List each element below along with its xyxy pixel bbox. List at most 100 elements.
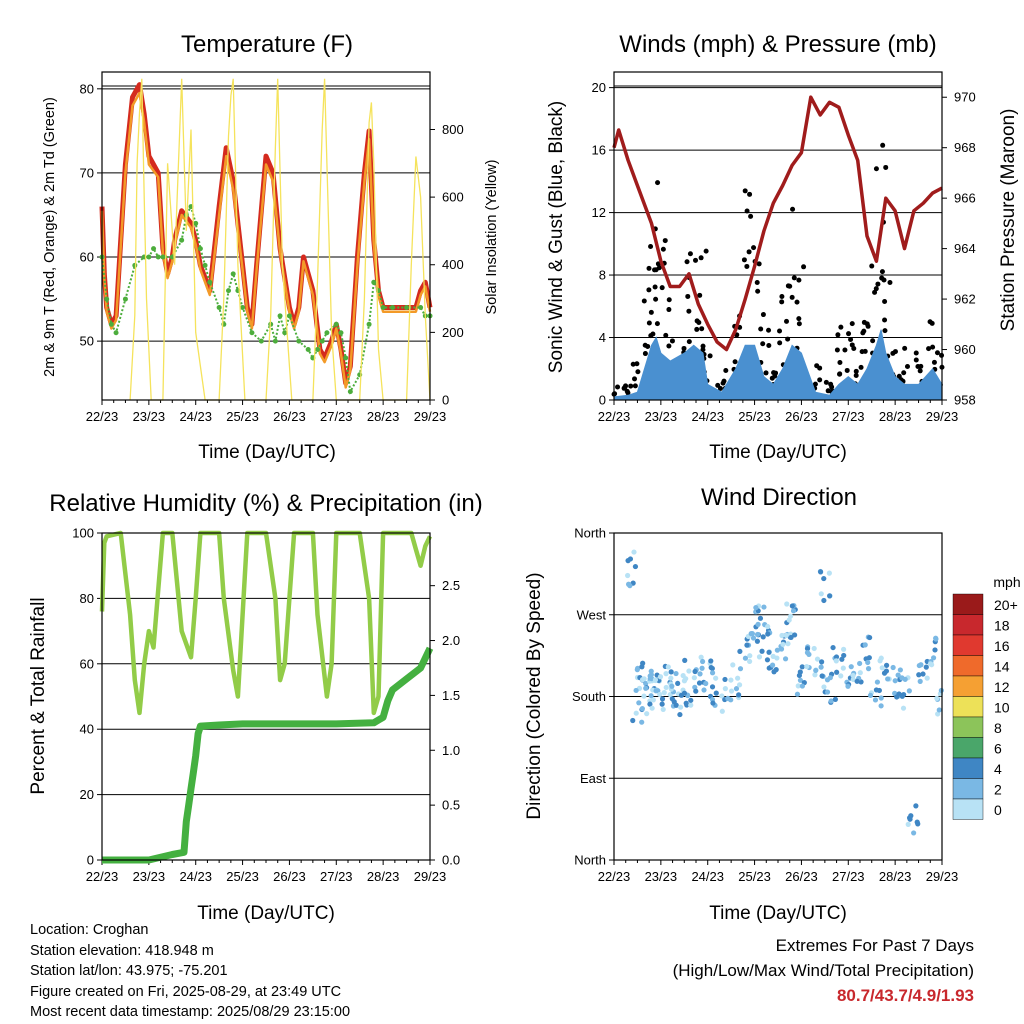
extremes-box: Extremes For Past 7 Days (High/Low/Max W… [673,933,974,1008]
gust-point [930,344,936,350]
direction-point [769,662,776,668]
gust-point [828,381,834,387]
direction-point [794,691,801,697]
winds-y2tick-label: 968 [954,140,976,155]
gust-point [646,265,652,271]
gust-point [931,359,937,365]
gust-point [879,275,885,281]
direction-point [874,679,881,685]
gust-point [650,331,656,337]
gust-point [789,294,795,300]
direction-point [733,686,740,692]
direction-point [736,692,742,698]
winds-frame [613,71,943,401]
direction-point [821,575,827,582]
direction-point [737,648,743,655]
direction-point [653,688,659,694]
sonic-wind-area [613,329,943,401]
direction-point [878,655,884,661]
humidity-xtick-label: 22/23 [86,869,119,884]
direction-point [693,688,699,694]
gust-point [630,361,636,367]
relative-humidity-line [99,530,433,716]
gust-point [744,208,750,214]
gust-point [862,348,868,354]
gust-point [838,324,844,330]
winds-y2tick-label: 958 [954,393,976,408]
direction-point [848,664,854,670]
direction-point [647,701,653,707]
gust-point [766,342,772,348]
gust-point [766,327,772,333]
gust-point [785,336,791,342]
gust-point [817,365,823,371]
humidity-xtick-label: 29/23 [414,869,447,884]
direction-point [892,678,898,684]
gust-point [742,188,748,194]
direction-frame [613,532,943,861]
direction-point [709,670,716,676]
direction-point [819,659,825,665]
direction-point [673,702,679,708]
gust-point [732,359,738,365]
direction-point [754,638,761,644]
gust-point [913,357,919,363]
direction-point [790,608,797,614]
direction-point [661,690,667,696]
direction-point [632,563,639,570]
temperature-xtick-label: 28/23 [367,409,400,424]
direction-point [854,678,860,684]
direction-xlabel: Time (Day/UTC) [709,903,847,924]
gust-point [622,384,628,390]
direction-point [896,691,902,697]
gust-point [875,281,881,287]
temperature-y2tick-label: 600 [442,190,464,205]
direction-point [703,680,709,687]
direction-point [754,631,761,638]
gust-point [693,257,699,263]
direction-point [683,676,689,682]
gust-point [870,338,876,344]
direction-point [876,687,882,694]
winds-ytick-label: 20 [592,80,606,95]
direction-point [710,700,716,706]
gust-point [648,243,654,249]
gust-point [696,319,702,325]
gust-point [934,350,940,356]
winds-xtick-label: 27/23 [832,409,865,424]
direction-point [641,676,647,682]
direction-point [652,677,659,683]
direction-point [906,688,912,694]
direction-point [783,632,789,639]
winds-xtick-label: 26/23 [785,409,818,424]
legend-swatch [952,614,984,636]
direction-point [750,635,757,641]
direction-point [924,675,930,681]
humidity-y2tick-label: 2.5 [442,578,460,593]
direction-point [902,676,908,682]
gust-point [873,166,879,172]
gust-point [851,345,857,351]
direction-point [649,705,655,711]
station-info: Location: Croghan Station elevation: 418… [30,920,350,1023]
gust-point [846,331,852,337]
direction-point [907,816,913,822]
direction-point [659,696,666,702]
direction-point [814,656,821,662]
direction-point [684,702,690,708]
direction-point [692,668,698,675]
gust-point [715,382,721,388]
direction-point [677,711,683,718]
direction-point [644,711,650,717]
gust-point [635,369,641,375]
legend-swatch [952,634,984,656]
direction-point [878,695,884,701]
legend-label: 4 [994,761,1002,777]
temperature-y2tick-label: 400 [442,257,464,272]
direction-point [787,613,794,619]
direction-point [818,664,824,670]
temperature-ytick-label: 60 [80,250,94,265]
direction-point [917,678,923,684]
humidity-xtick-label: 27/23 [320,869,353,884]
gust-point [694,326,700,332]
